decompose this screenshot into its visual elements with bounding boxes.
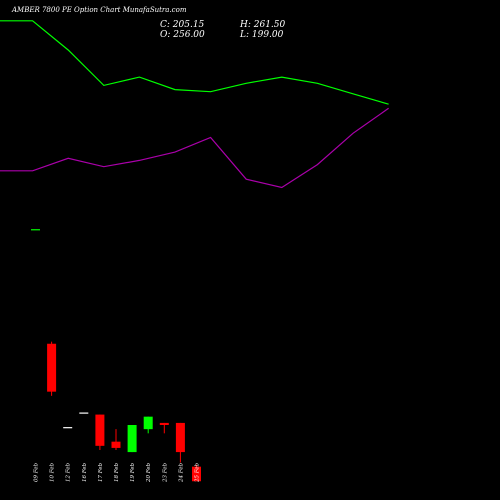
candle-24-feb bbox=[175, 422, 185, 463]
x-tick-label: 25 Feb bbox=[195, 462, 201, 483]
candle-20-feb bbox=[143, 416, 153, 434]
candle-25-feb bbox=[192, 464, 201, 482]
x-tick-label: 23 Feb bbox=[162, 462, 168, 483]
candle-body bbox=[47, 343, 57, 392]
candle-body bbox=[159, 422, 169, 425]
x-tick-label: 19 Feb bbox=[130, 462, 136, 482]
candle-12-feb bbox=[63, 427, 73, 429]
candle-19-feb bbox=[127, 425, 137, 453]
candle-body bbox=[111, 441, 121, 448]
open-value: O: 256.00 bbox=[160, 30, 205, 40]
x-tick-label: 20 Feb bbox=[146, 462, 152, 483]
x-tick-label: 18 Feb bbox=[114, 462, 120, 482]
candle-17-feb bbox=[95, 414, 105, 450]
x-tick-label: 12 Feb bbox=[66, 462, 72, 482]
candle-body bbox=[79, 412, 89, 414]
high-value: H: 261.50 bbox=[240, 20, 286, 30]
candle-body bbox=[31, 229, 40, 231]
overlay-line-2 bbox=[0, 107, 389, 189]
candle-body bbox=[175, 422, 185, 453]
low-value: L: 199.00 bbox=[240, 30, 284, 40]
candles bbox=[31, 229, 201, 482]
candle-10-feb bbox=[47, 341, 57, 396]
x-tick-label: 17 Feb bbox=[98, 462, 104, 482]
candle-body bbox=[192, 466, 201, 482]
x-tick-label: 16 Feb bbox=[82, 462, 88, 482]
chart-title: AMBER 7800 PE Option Chart MunafaSutra.c… bbox=[12, 6, 187, 14]
candle-16-feb bbox=[79, 412, 89, 414]
x-tick-label: 10 Feb bbox=[50, 462, 56, 482]
candle-body bbox=[63, 427, 73, 429]
x-tick-label: 09 Feb bbox=[34, 462, 40, 482]
candle-23-feb bbox=[159, 422, 169, 434]
close-value: C: 205.15 bbox=[160, 20, 205, 30]
candle-body bbox=[127, 425, 137, 453]
candle-09-feb bbox=[31, 229, 40, 231]
candle-body bbox=[95, 414, 105, 446]
overlay-lines bbox=[0, 20, 389, 189]
candle-18-feb bbox=[111, 429, 121, 450]
x-axis-labels: 09 Feb 10 Feb 12 Feb 16 Feb 17 Feb 18 Feb 19 F… bbox=[34, 462, 201, 483]
x-tick-label: 24 Feb bbox=[178, 462, 184, 483]
overlay-line-1 bbox=[0, 20, 389, 105]
candle-body bbox=[143, 416, 153, 430]
